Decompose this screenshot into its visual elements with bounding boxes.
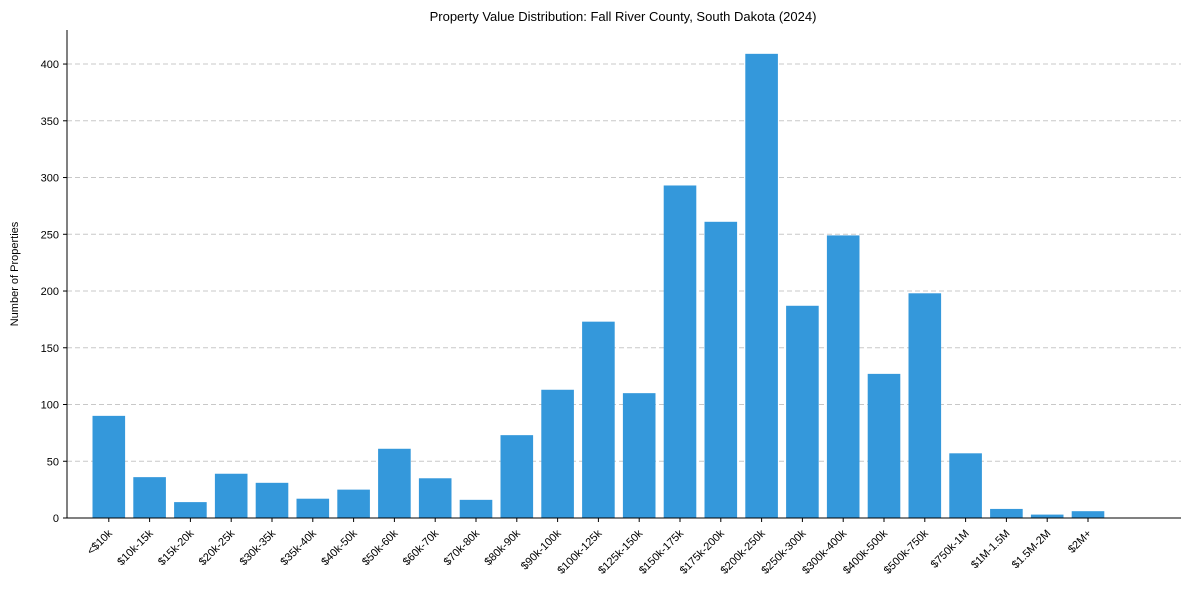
bar-5 bbox=[296, 498, 330, 518]
bar-3 bbox=[214, 473, 248, 518]
y-tick-label-350: 350 bbox=[41, 116, 59, 128]
bar-13 bbox=[622, 393, 656, 518]
chart-title: Property Value Distribution: Fall River … bbox=[430, 9, 817, 24]
y-axis-label: Number of Properties bbox=[9, 221, 21, 326]
bar-11 bbox=[541, 389, 574, 518]
y-tick-label-0: 0 bbox=[53, 513, 59, 525]
y-ticks: 0 50 100 150 200 250 300 350 400 bbox=[41, 59, 67, 525]
bar-6 bbox=[337, 489, 370, 518]
bar-21 bbox=[949, 453, 982, 518]
y-tick-label-200: 200 bbox=[41, 286, 59, 298]
bar-16 bbox=[745, 53, 778, 519]
bars bbox=[92, 53, 1105, 519]
y-tick-label-400: 400 bbox=[41, 59, 59, 71]
bar-0 bbox=[92, 415, 126, 518]
bar-15 bbox=[704, 221, 738, 518]
bar-8 bbox=[418, 478, 452, 518]
bar-14 bbox=[663, 185, 697, 518]
bar-22 bbox=[990, 508, 1023, 518]
bar-24 bbox=[1071, 511, 1105, 518]
bar-19 bbox=[867, 373, 901, 518]
bar-10 bbox=[500, 435, 534, 518]
bar-12 bbox=[582, 321, 615, 518]
y-tick-label-150: 150 bbox=[41, 343, 59, 355]
y-tick-label-50: 50 bbox=[47, 456, 59, 468]
axes bbox=[66, 30, 1181, 519]
bar-9 bbox=[459, 499, 493, 518]
bar-18 bbox=[826, 235, 860, 519]
bar-1 bbox=[133, 477, 166, 518]
bar-7 bbox=[378, 448, 411, 518]
y-tick-label-300: 300 bbox=[41, 173, 59, 185]
bar-20 bbox=[908, 293, 942, 518]
y-tick-label-100: 100 bbox=[41, 400, 59, 412]
bar-23 bbox=[1030, 514, 1064, 518]
bar-4 bbox=[255, 482, 289, 518]
bar-2 bbox=[174, 502, 207, 518]
bar-17 bbox=[786, 305, 819, 518]
y-tick-label-250: 250 bbox=[41, 229, 59, 241]
